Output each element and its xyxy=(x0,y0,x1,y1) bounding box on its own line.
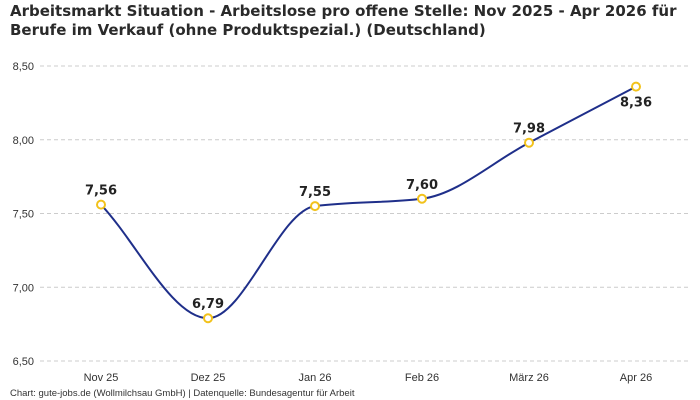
y-tick-label: 7,50 xyxy=(13,209,34,221)
y-tick-label: 6,50 xyxy=(13,356,34,368)
series-line-path xyxy=(100,85,637,320)
data-point xyxy=(417,193,427,204)
data-point xyxy=(310,201,320,212)
source-note: Chart: gute-jobs.de (Wollmilchsau GmbH) … xyxy=(10,388,355,399)
y-tick-label: 8,50 xyxy=(13,61,34,73)
data-label: 8,36 xyxy=(620,96,652,111)
chart-title: Arbeitsmarkt Situation - Arbeitslose pro… xyxy=(10,2,690,40)
data-point xyxy=(524,137,534,148)
x-tick-label: Feb 26 xyxy=(405,372,439,384)
x-tick-label: Jan 26 xyxy=(298,372,331,384)
data-label: 7,60 xyxy=(406,178,438,193)
data-labels: 7,56 6,79 7,55 7,60 7,98 8,36 xyxy=(85,96,652,313)
data-label: 7,98 xyxy=(513,122,545,137)
x-tick-label: Apr 26 xyxy=(620,372,652,384)
y-tick-label: 7,00 xyxy=(13,282,34,294)
data-label: 7,55 xyxy=(299,185,331,200)
x-tick-label: Nov 25 xyxy=(84,372,119,384)
data-label: 6,79 xyxy=(192,297,224,312)
data-point xyxy=(203,313,213,324)
chart-title-line-2: Berufe im Verkauf (ohne Produktspezial.)… xyxy=(10,21,486,39)
data-point xyxy=(96,199,106,210)
y-axis-tick-labels: 6,50 7,00 7,50 8,00 8,50 xyxy=(13,61,34,368)
series-line xyxy=(100,85,637,320)
data-points xyxy=(96,81,641,324)
data-point xyxy=(631,81,641,92)
x-tick-label: März 26 xyxy=(509,372,549,384)
data-label: 7,56 xyxy=(85,184,117,199)
chart-title-line-1: Arbeitsmarkt Situation - Arbeitslose pro… xyxy=(10,2,677,20)
x-tick-label: Dez 25 xyxy=(191,372,226,384)
y-tick-label: 8,00 xyxy=(13,135,34,147)
x-axis-tick-labels: Nov 25 Dez 25 Jan 26 Feb 26 März 26 Apr 26 xyxy=(84,372,653,384)
grid-lines xyxy=(40,65,690,362)
